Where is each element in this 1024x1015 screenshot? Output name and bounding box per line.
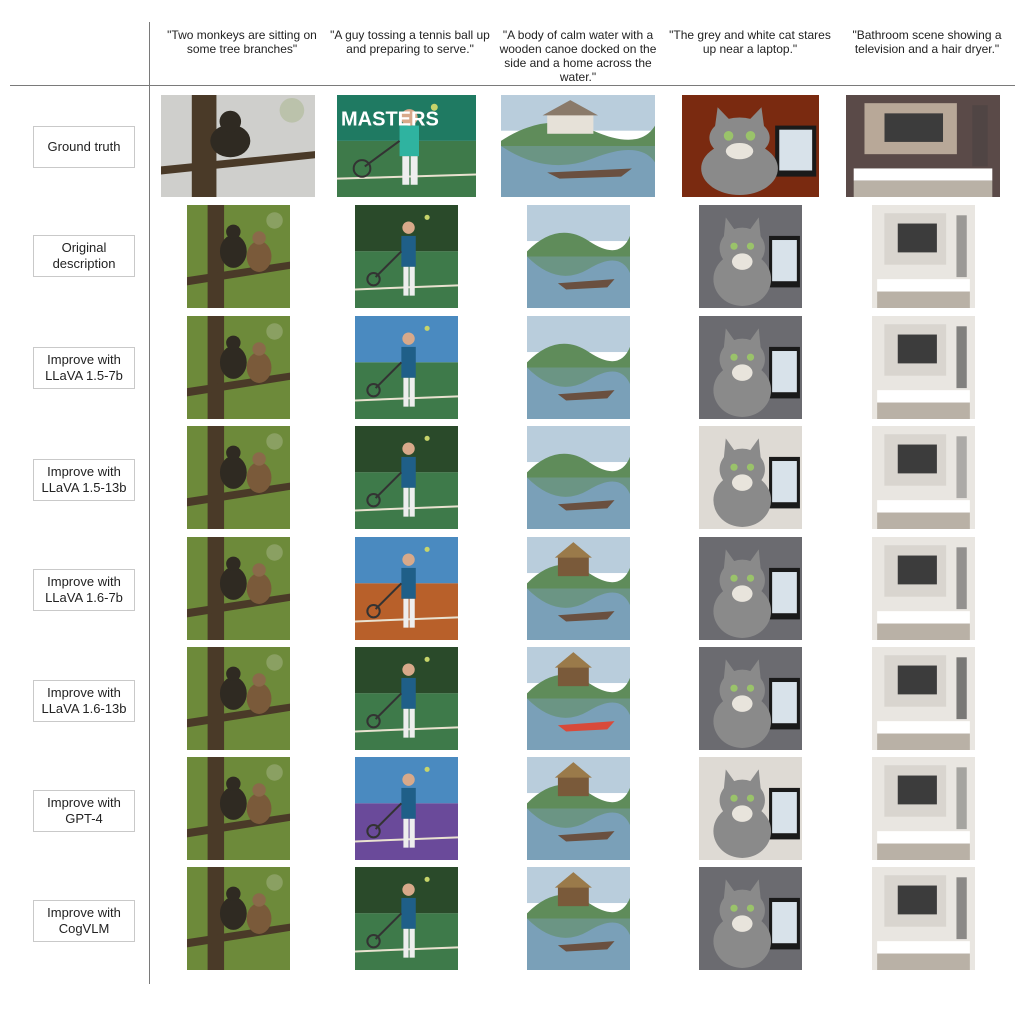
- image-row6-col4: [699, 647, 802, 750]
- image-row5-col3: [527, 537, 630, 640]
- image-row6-col2: [355, 647, 458, 750]
- image-row7-col5: [872, 757, 975, 860]
- image-row7-col4: [699, 757, 802, 860]
- row-label-5: Improve with LLaVA 1.6-7b: [33, 569, 135, 611]
- row-label-8: Improve with CogVLM: [33, 900, 135, 942]
- image-row8-col1: [187, 867, 290, 970]
- image-row2-col2: [355, 205, 458, 308]
- row-label-2: Original description: [33, 235, 135, 277]
- caption-col-2: "A guy tossing a tennis ball up and prep…: [330, 28, 490, 56]
- image-row4-col1: [187, 426, 290, 529]
- image-row3-col5: [872, 316, 975, 419]
- image-row8-col4: [699, 867, 802, 970]
- image-row3-col2: [355, 316, 458, 419]
- image-row8-col3: [527, 867, 630, 970]
- image-row1-col4: [682, 95, 819, 197]
- image-row3-col3: [527, 316, 630, 419]
- image-row1-col1: [161, 95, 315, 197]
- image-row4-col3: [527, 426, 630, 529]
- image-row5-col2: [355, 537, 458, 640]
- table-header-rule: [10, 85, 1015, 86]
- row-label-4: Improve with LLaVA 1.5-13b: [33, 459, 135, 501]
- table-vertical-rule: [149, 22, 150, 984]
- caption-col-1: "Two monkeys are sitting on some tree br…: [167, 28, 317, 56]
- image-row2-col1: [187, 205, 290, 308]
- image-row1-col3: [501, 95, 655, 197]
- image-row6-col1: [187, 647, 290, 750]
- masters-sign-text: MASTERS: [341, 109, 439, 131]
- image-row8-col2: [355, 867, 458, 970]
- row-label-1: Ground truth: [33, 126, 135, 168]
- image-row4-col2: [355, 426, 458, 529]
- caption-col-5: "Bathroom scene showing a television and…: [852, 28, 1002, 56]
- image-row8-col5: [872, 867, 975, 970]
- image-row7-col1: [187, 757, 290, 860]
- caption-col-3: "A body of calm water with a wooden cano…: [499, 28, 657, 84]
- image-row1-col5: [846, 95, 1000, 197]
- image-row5-col4: [699, 537, 802, 640]
- image-row2-col5: [872, 205, 975, 308]
- image-row3-col1: [187, 316, 290, 419]
- image-row1-col2: MASTERS: [337, 95, 476, 197]
- image-row4-col5: [872, 426, 975, 529]
- row-label-7: Improve with GPT-4: [33, 790, 135, 832]
- image-row7-col2: [355, 757, 458, 860]
- image-row5-col1: [187, 537, 290, 640]
- image-row7-col3: [527, 757, 630, 860]
- image-row3-col4: [699, 316, 802, 419]
- row-label-3: Improve with LLaVA 1.5-7b: [33, 347, 135, 389]
- row-label-6: Improve with LLaVA 1.6-13b: [33, 680, 135, 722]
- image-row4-col4: [699, 426, 802, 529]
- image-row6-col5: [872, 647, 975, 750]
- image-row6-col3: [527, 647, 630, 750]
- image-row2-col4: [699, 205, 802, 308]
- image-row5-col5: [872, 537, 975, 640]
- image-row2-col3: [527, 205, 630, 308]
- caption-col-4: "The grey and white cat stares up near a…: [669, 28, 831, 56]
